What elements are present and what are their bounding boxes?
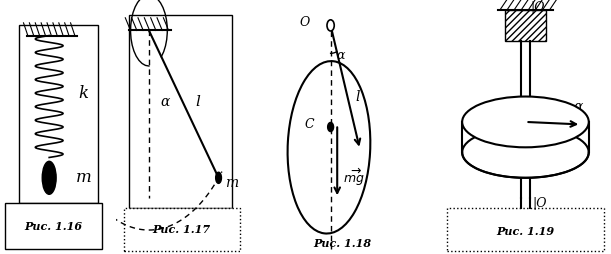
Bar xyxy=(447,208,604,251)
Circle shape xyxy=(49,94,54,103)
Ellipse shape xyxy=(462,127,589,178)
Circle shape xyxy=(42,161,56,194)
Circle shape xyxy=(327,20,334,31)
Text: α: α xyxy=(573,100,582,114)
Text: l: l xyxy=(355,90,360,104)
Text: O: O xyxy=(299,16,309,29)
Bar xyxy=(20,25,98,203)
Circle shape xyxy=(216,172,221,183)
Text: Рис. 1.17: Рис. 1.17 xyxy=(153,224,211,235)
Bar xyxy=(124,208,240,251)
Ellipse shape xyxy=(462,97,589,147)
Text: $\overrightarrow{mg}$: $\overrightarrow{mg}$ xyxy=(343,167,365,188)
Bar xyxy=(505,10,546,41)
Text: m: m xyxy=(225,176,238,190)
Text: l: l xyxy=(195,94,200,109)
Text: Рис. 1.19: Рис. 1.19 xyxy=(496,226,555,237)
Text: α: α xyxy=(160,94,169,109)
Text: Рис. 1.18: Рис. 1.18 xyxy=(313,238,371,249)
Text: |O: |O xyxy=(530,1,545,14)
Bar xyxy=(5,203,101,249)
Bar xyxy=(130,15,232,208)
Text: Рис. 1.16: Рис. 1.16 xyxy=(24,220,82,232)
Text: C: C xyxy=(304,118,314,131)
Text: |O: |O xyxy=(532,197,547,210)
Text: m: m xyxy=(76,169,91,186)
Text: k: k xyxy=(78,86,89,102)
Circle shape xyxy=(327,122,334,132)
Text: α: α xyxy=(336,49,345,62)
